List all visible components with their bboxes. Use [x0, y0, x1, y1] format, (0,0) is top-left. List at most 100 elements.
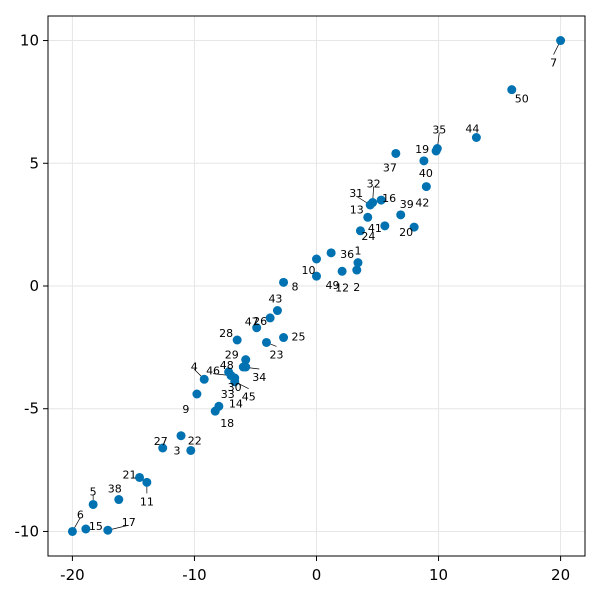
scatter-point: [135, 472, 145, 482]
scatter-point: [326, 248, 336, 258]
point-label: 40: [419, 167, 433, 180]
scatter-point: [279, 277, 289, 287]
scatter-point: [396, 210, 406, 220]
scatter-point: [142, 477, 152, 487]
scatter-point: [272, 306, 282, 316]
point-label: 21: [123, 468, 137, 481]
scatter-point: [312, 254, 321, 264]
scatter-point: [391, 148, 401, 158]
point-label: 49: [326, 279, 340, 292]
plot-frame: [47, 15, 586, 557]
point-label: 35: [432, 124, 446, 137]
point-label: 18: [220, 417, 234, 430]
point-label: 23: [269, 348, 283, 361]
scatter-point: [186, 445, 196, 455]
point-label: 34: [252, 371, 266, 384]
point-label: 20: [399, 226, 413, 239]
point-label: 42: [415, 197, 429, 210]
scatter-point: [421, 182, 431, 192]
scatter-point: [252, 323, 262, 333]
point-label: 48: [220, 359, 234, 372]
scatter-point: [81, 524, 91, 534]
point-label: 4: [191, 360, 198, 373]
point-label: 7: [550, 57, 557, 70]
point-label: 39: [400, 198, 414, 211]
point-label: 17: [122, 516, 136, 529]
point-label: 2: [353, 281, 360, 294]
point-label: 32: [367, 178, 381, 191]
x-tick-label: 0: [312, 566, 322, 584]
point-label: 27: [154, 435, 168, 448]
label-layer: 1234567891011121314151617181920212223242…: [77, 57, 557, 533]
point-label: 41: [368, 222, 382, 235]
point-label: 16: [382, 192, 396, 205]
y-tick-label: 5: [29, 154, 39, 172]
scatter-point: [67, 526, 77, 536]
scatter-point: [158, 443, 168, 453]
point-label: 8: [292, 280, 299, 293]
x-tick-label: -10: [182, 566, 207, 584]
point-label: 25: [292, 331, 306, 344]
y-tick-label: 0: [29, 277, 39, 295]
point-label: 14: [229, 397, 243, 410]
point-label: 11: [140, 495, 154, 508]
point-label: 3: [174, 445, 181, 458]
point-label: 19: [415, 143, 429, 156]
scatter-point: [363, 212, 373, 222]
scatter-point: [232, 335, 242, 345]
point-label: 15: [89, 520, 103, 533]
point-label: 45: [242, 391, 256, 404]
scatter-point: [432, 144, 442, 154]
point-label: 24: [361, 230, 375, 243]
scatter-point: [261, 337, 271, 347]
point-label: 33: [221, 388, 235, 401]
scatter-point: [241, 362, 251, 372]
scatter-point: [368, 198, 378, 208]
scatter-point: [355, 226, 365, 236]
point-label: 43: [268, 293, 282, 306]
scatter-point: [88, 499, 98, 509]
point-label: 12: [335, 281, 349, 294]
point-layer: [67, 36, 566, 536]
point-label: 44: [465, 123, 479, 136]
scatter-point: [419, 156, 429, 166]
scatter-point: [176, 431, 186, 441]
point-label: 22: [188, 434, 202, 447]
x-tick-label: -20: [60, 566, 85, 584]
point-label: 26: [253, 315, 267, 328]
scatter-point: [376, 195, 386, 205]
scatter-point: [337, 266, 347, 276]
scatter-point: [279, 333, 289, 343]
point-label: 50: [515, 93, 529, 106]
point-label: 36: [340, 248, 354, 261]
point-label: 31: [349, 187, 363, 200]
scatter-point: [409, 222, 419, 232]
tick-layer: -20 -10 0 10 20 -10 -5 0 5 10: [15, 32, 571, 584]
scatter-point: [507, 85, 517, 95]
scatter-point: [353, 258, 363, 268]
scatter-point: [114, 495, 124, 505]
scatter-point: [103, 525, 113, 535]
y-tick-label: -10: [15, 522, 40, 540]
scatter-point: [210, 406, 220, 416]
x-tick-label: 20: [551, 566, 570, 584]
scatter-point: [380, 221, 390, 231]
scatter-point: [199, 374, 209, 384]
scatter-point: [556, 36, 566, 46]
point-label: 1: [354, 245, 361, 258]
scatter-point: [265, 313, 275, 323]
point-label: 29: [225, 349, 239, 362]
point-label: 47: [245, 316, 259, 329]
point-label: 38: [108, 483, 122, 496]
scatter-point: [241, 355, 251, 365]
scatter-point: [312, 271, 321, 281]
x-tick-label: 10: [429, 566, 448, 584]
point-label: 6: [77, 508, 84, 521]
scatter-point: [471, 133, 481, 142]
scatter-point: [352, 265, 362, 275]
point-label: 13: [350, 203, 364, 216]
point-label: 28: [219, 327, 233, 340]
scatter-point: [192, 389, 202, 399]
